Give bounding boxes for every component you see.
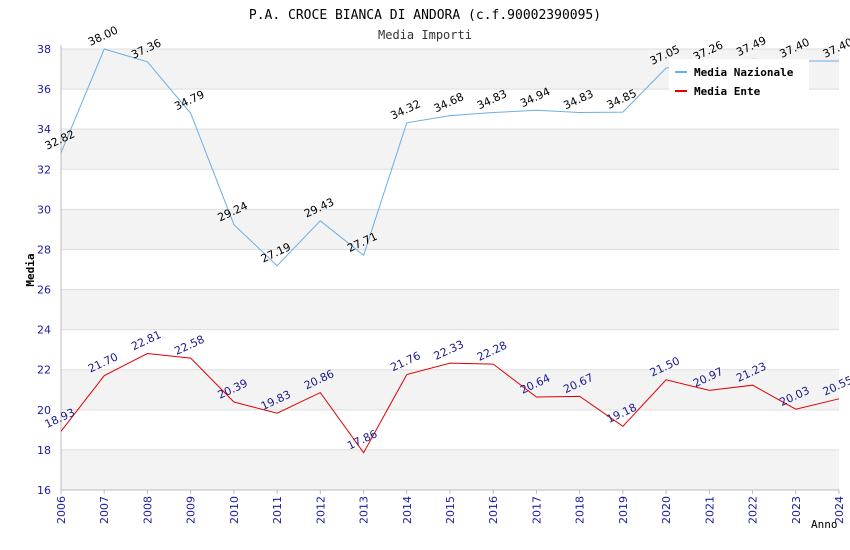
x-tick-label: 2006	[55, 496, 68, 524]
x-tick-label: 2020	[660, 496, 673, 524]
series-line-media-ente	[60, 352, 840, 454]
y-tick-label: 34	[37, 123, 51, 136]
data-label: 34.32	[389, 97, 423, 122]
y-tick-labels: 16 18 20 22 24 26 28 30 32 34 36 38	[37, 43, 51, 497]
chart-title: P.A. CROCE BIANCA DI ANDORA (c.f.9000239…	[249, 8, 601, 23]
x-tick-label: 2021	[703, 496, 716, 524]
y-axis-label: Media	[24, 253, 37, 286]
y-tick-label: 22	[37, 364, 51, 377]
x-tick-label: 2007	[98, 496, 111, 524]
legend-box	[669, 59, 809, 101]
data-label: 34.85	[605, 87, 639, 112]
x-tick-label: 2022	[747, 496, 760, 524]
y-tick-label: 24	[37, 324, 51, 337]
x-tick-label: 2014	[401, 496, 414, 524]
x-tick-label: 2018	[574, 496, 587, 524]
grid-band	[61, 129, 839, 170]
y-tick-label: 18	[37, 444, 51, 457]
grid-band	[61, 369, 839, 410]
legend-label: Media Ente	[694, 85, 761, 98]
y-tick-label: 32	[37, 163, 51, 176]
data-label: 38.00	[86, 24, 120, 49]
data-label: 22.58	[172, 333, 206, 358]
x-tick-label: 2024	[833, 496, 846, 524]
x-tick-label: 2017	[530, 496, 543, 524]
legend: Media Nazionale Media Ente	[669, 59, 809, 101]
x-tick-label: 2011	[271, 496, 284, 524]
x-tick-label: 2019	[617, 496, 630, 524]
data-label: 22.33	[432, 338, 466, 363]
grid-band	[61, 449, 839, 490]
x-tick-label: 2012	[314, 496, 327, 524]
x-axis-label: Anno	[811, 518, 838, 531]
data-label: 34.83	[561, 87, 595, 112]
axes	[60, 45, 840, 494]
grid-band	[61, 289, 839, 330]
data-label: 34.79	[172, 88, 206, 113]
y-tick-label: 36	[37, 83, 51, 96]
x-tick-label: 2010	[228, 496, 241, 524]
x-tick-label: 2013	[358, 496, 371, 524]
data-label: 34.83	[475, 87, 509, 112]
data-label: 34.68	[432, 90, 466, 115]
y-tick-label: 16	[37, 484, 51, 497]
y-tick-label: 26	[37, 284, 51, 297]
y-tick-label: 38	[37, 43, 51, 56]
grid-band	[61, 209, 839, 250]
x-tick-label: 2016	[487, 496, 500, 524]
x-tick-label: 2015	[444, 496, 457, 524]
data-label: 17.86	[345, 427, 379, 452]
y-tick-label: 30	[37, 203, 51, 216]
data-label: 22.81	[129, 328, 163, 353]
x-tick-label: 2009	[185, 496, 198, 524]
legend-label: Media Nazionale	[694, 66, 794, 79]
chart-subtitle: Media Importi	[378, 28, 472, 42]
x-tick-labels: 2006 2007 2008 2009 2010 2011 2012 2013 2014 2015…	[55, 496, 846, 524]
x-tick-label: 2008	[141, 496, 154, 524]
y-tick-label: 20	[37, 404, 51, 417]
y-tick-label: 28	[37, 243, 51, 256]
data-label: 22.28	[475, 339, 509, 364]
x-tick-label: 2023	[790, 496, 803, 524]
